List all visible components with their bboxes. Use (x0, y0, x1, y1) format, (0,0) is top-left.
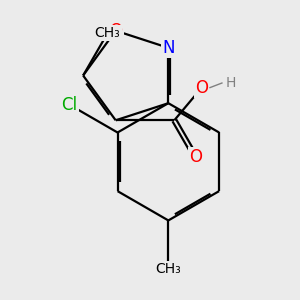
Text: O: O (195, 79, 208, 97)
Text: Cl: Cl (61, 96, 78, 114)
Text: N: N (162, 39, 175, 57)
Text: O: O (109, 22, 122, 40)
Text: O: O (189, 148, 202, 166)
Text: H: H (225, 76, 236, 90)
Text: CH₃: CH₃ (95, 26, 120, 40)
Text: CH₃: CH₃ (155, 262, 181, 276)
